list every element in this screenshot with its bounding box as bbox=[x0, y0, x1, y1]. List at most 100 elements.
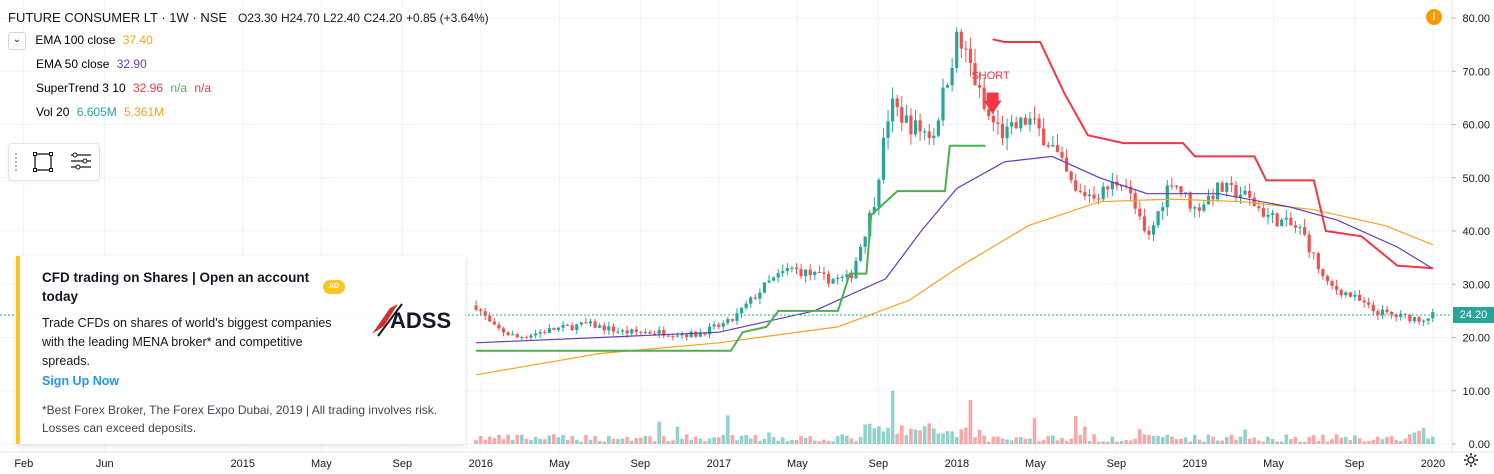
x-tick-label: Sep bbox=[392, 458, 412, 470]
symbol-header: FUTURE CONSUMER LT · 1W · NSE O23.30 H24… bbox=[8, 6, 489, 30]
volume-bar bbox=[1133, 438, 1138, 444]
candle-body bbox=[652, 333, 657, 335]
volume-bar bbox=[849, 438, 854, 444]
indicator-ema100[interactable]: ⌄ EMA 100 close 37.40 bbox=[8, 30, 153, 50]
candle-body bbox=[1165, 185, 1169, 208]
sign-up-link[interactable]: Sign Up Now bbox=[42, 374, 120, 388]
candle-body bbox=[648, 332, 652, 334]
indicator-value: 32.90 bbox=[116, 57, 147, 71]
ad-panel[interactable]: CFD trading on Shares | Open an account … bbox=[16, 256, 465, 444]
candle-body bbox=[817, 271, 821, 273]
volume-bar bbox=[620, 438, 625, 444]
candle-body bbox=[1335, 285, 1339, 290]
candle-body bbox=[854, 260, 858, 279]
volume-bar bbox=[643, 436, 648, 444]
candle-body bbox=[575, 324, 579, 331]
volume-bar bbox=[794, 439, 799, 444]
candle-body bbox=[900, 107, 904, 123]
volume-bar bbox=[703, 441, 707, 444]
rectangle-tool-icon[interactable] bbox=[31, 150, 55, 174]
candle-body bbox=[826, 273, 831, 284]
ad-title[interactable]: CFD trading on Shares | Open an account … bbox=[42, 270, 310, 304]
volume-bar bbox=[1009, 440, 1014, 444]
gear-icon[interactable] bbox=[1463, 452, 1479, 468]
ohlc-low-label: L bbox=[323, 11, 330, 25]
series-line bbox=[476, 144, 986, 352]
volume-bar bbox=[607, 435, 611, 444]
volume-bar bbox=[1183, 437, 1188, 444]
volume-bar bbox=[1179, 438, 1183, 444]
candle-body bbox=[1362, 300, 1366, 303]
candle-body bbox=[593, 321, 597, 328]
candle-body bbox=[1403, 313, 1407, 315]
volume-bar bbox=[1202, 441, 1206, 444]
ohlc-change: +0.85 (+3.64%) bbox=[405, 11, 489, 25]
candle-body bbox=[1229, 183, 1233, 185]
volume-bar bbox=[1078, 434, 1083, 444]
volume-bar bbox=[954, 437, 959, 444]
candle-body bbox=[556, 327, 561, 330]
indicator-ema50[interactable]: EMA 50 close 32.90 bbox=[36, 54, 147, 74]
ohlc-close: 24.20 bbox=[372, 11, 403, 25]
candle-body bbox=[1303, 227, 1307, 235]
candle-body bbox=[703, 332, 707, 335]
candle-body bbox=[538, 332, 542, 334]
volume-bar bbox=[785, 441, 790, 444]
volume-bar bbox=[547, 435, 552, 444]
candle-body bbox=[881, 137, 886, 180]
volume-bar bbox=[1316, 441, 1321, 444]
candle-body bbox=[625, 330, 629, 334]
indicator-supertrend[interactable]: SuperTrend 3 10 32.96 n/a n/a bbox=[36, 78, 211, 98]
candle-body bbox=[977, 85, 982, 88]
volume-bar bbox=[712, 437, 716, 444]
volume-bar bbox=[661, 436, 666, 444]
volume-bar bbox=[927, 423, 932, 444]
symbol-title[interactable]: FUTURE CONSUMER LT · 1W · NSE bbox=[8, 10, 228, 25]
candle-body bbox=[639, 331, 643, 333]
indicator-lines bbox=[475, 38, 1434, 376]
volume-bar bbox=[1380, 439, 1385, 444]
ohlc-open: 23.30 bbox=[247, 11, 278, 25]
candle-body bbox=[524, 337, 529, 339]
candle-body bbox=[1138, 208, 1142, 217]
chevron-down-icon[interactable]: ⌄ bbox=[8, 31, 26, 50]
volume-bar bbox=[780, 437, 785, 444]
candle-body bbox=[1179, 186, 1183, 193]
candle-body bbox=[1422, 320, 1426, 322]
drag-handle-icon[interactable] bbox=[15, 153, 19, 171]
volume-bar bbox=[767, 432, 771, 444]
volume-bar bbox=[863, 424, 867, 444]
candle-body bbox=[941, 87, 945, 121]
adss-logo: ADSS bbox=[372, 303, 451, 337]
volume-bar bbox=[1128, 440, 1133, 444]
candle-body bbox=[785, 268, 789, 272]
volume-bar bbox=[1101, 441, 1105, 444]
candle-body bbox=[918, 120, 922, 132]
volume-bar bbox=[579, 441, 584, 444]
indicator-volume[interactable]: Vol 20 6.605M 5.361M bbox=[36, 102, 164, 122]
series-line bbox=[475, 198, 1434, 376]
settings-list-icon[interactable] bbox=[69, 150, 93, 174]
candle-body bbox=[1211, 195, 1215, 200]
y-tick-label: 20.00 bbox=[1462, 333, 1490, 345]
candle-body bbox=[1051, 145, 1055, 147]
volume-bar bbox=[1211, 436, 1215, 444]
candle-body bbox=[790, 267, 794, 269]
volume-bar bbox=[1252, 437, 1257, 444]
candle-body bbox=[570, 325, 574, 331]
candle-body bbox=[1110, 181, 1114, 190]
candlesticks bbox=[474, 27, 1435, 341]
candle-body bbox=[1087, 194, 1092, 197]
volume-bar bbox=[1229, 434, 1234, 444]
candle-body bbox=[474, 305, 478, 310]
alert-icon[interactable]: ! bbox=[1426, 9, 1442, 25]
candle-body bbox=[735, 313, 739, 321]
candle-body bbox=[506, 332, 510, 336]
volume-bar bbox=[959, 429, 964, 444]
candle-body bbox=[1106, 186, 1110, 190]
volume-bar bbox=[625, 436, 629, 444]
x-tick-label: 2017 bbox=[707, 458, 731, 470]
volume-bar bbox=[726, 415, 730, 444]
candle-body bbox=[1156, 211, 1160, 226]
